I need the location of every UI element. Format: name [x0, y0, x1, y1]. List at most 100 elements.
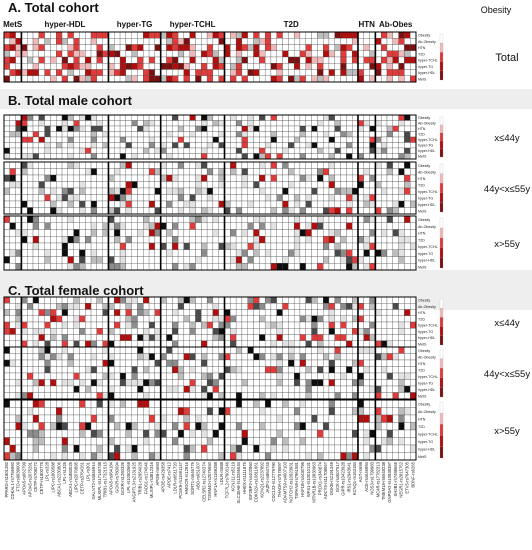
heatmap-cell: [317, 222, 324, 230]
heatmap-cell: [386, 187, 393, 195]
heatmap-cell: [206, 353, 214, 361]
heatmap-cell: [288, 222, 295, 230]
heatmap-cell: [340, 366, 347, 374]
heatmap-cell: [108, 161, 115, 169]
heatmap-cell: [276, 187, 283, 195]
heatmap-cell: [264, 114, 272, 121]
heatmap-cell: [311, 63, 318, 70]
heatmap-cell: [137, 452, 144, 461]
heatmap-cell: [166, 200, 173, 208]
heatmap-cell: [311, 353, 318, 361]
heatmap-cell: [253, 366, 260, 374]
heatmap-cell: [119, 422, 127, 431]
heatmap-cell: [264, 309, 272, 316]
heatmap-cell: [241, 309, 248, 316]
heatmap-cell: [369, 56, 376, 64]
heatmap-cell: [276, 207, 283, 215]
heatmap-panel-female_gt55: ObesityAb-ObesityHTNT2Dhyper-TCHLhyper-T…: [3, 399, 520, 461]
heatmap-cell: [119, 142, 127, 149]
heatmap-cell: [305, 56, 312, 64]
heatmap-cell: [369, 372, 376, 380]
heatmap-cell: [108, 422, 115, 431]
heatmap-cell: [183, 353, 190, 361]
heatmap-cell: [259, 379, 266, 387]
heatmap-cell: [119, 161, 127, 169]
heatmap-cell: [73, 75, 80, 83]
heatmap-cell: [398, 372, 405, 380]
heatmap-cell: [201, 207, 208, 215]
heatmap-cell: [375, 56, 382, 64]
heatmap-cell: [352, 236, 359, 244]
heatmap-cell: [363, 379, 370, 387]
heatmap-cell: [293, 407, 301, 416]
heatmap-cell: [3, 229, 10, 237]
heatmap-cell: [253, 142, 260, 149]
heatmap-cell: [328, 407, 335, 416]
heatmap-cell: [311, 125, 318, 132]
heatmap-cell: [259, 207, 266, 215]
heatmap-cell: [404, 315, 411, 323]
heatmap-cell: [15, 303, 22, 310]
heatmap-cell: [143, 315, 150, 323]
heatmap-cell: [212, 153, 219, 160]
heatmap-cell: [282, 309, 289, 316]
row-label: Obesity: [418, 34, 430, 38]
heatmap-cell: [253, 414, 260, 423]
heatmap-cell: [177, 414, 185, 423]
heatmap-cell: [363, 315, 370, 323]
heatmap-cell: [183, 153, 190, 160]
heatmap-cell: [177, 136, 185, 143]
heatmap-cell: [317, 69, 324, 76]
heatmap-cell: [212, 303, 219, 310]
heatmap-cell: [247, 414, 254, 423]
heatmap-cell: [56, 359, 63, 367]
heatmap-cell: [50, 236, 57, 244]
heatmap-cell: [317, 153, 324, 160]
heatmap-cell: [56, 353, 63, 361]
heatmap-cell: [264, 340, 272, 348]
heatmap-cell: [119, 215, 127, 223]
heatmap-cell: [166, 407, 173, 416]
heatmap-cell: [299, 236, 306, 244]
heatmap-cell: [189, 340, 196, 348]
heatmap-cell: [183, 249, 190, 257]
heatmap-cell: [311, 366, 318, 374]
heatmap-cell: [32, 215, 39, 223]
heatmap-cell: [195, 263, 202, 271]
heatmap-cell: [346, 422, 353, 431]
heatmap-cell: [166, 120, 173, 127]
heatmap-cell: [114, 385, 121, 393]
heatmap-cell: [323, 340, 330, 348]
heatmap-cell: [102, 372, 109, 380]
heatmap-cell: [183, 328, 190, 335]
heatmap-cell: [73, 194, 80, 202]
heatmap-cell: [270, 309, 277, 316]
row-label: T2D: [418, 183, 425, 187]
heatmap-cell: [264, 303, 272, 310]
heatmap-cell: [357, 222, 364, 230]
heatmap-cell: [206, 256, 214, 264]
heatmap-cell: [369, 296, 376, 304]
heatmap-cell: [230, 392, 237, 400]
heatmap-cell: [195, 181, 202, 189]
heatmap-cell: [195, 309, 202, 316]
heatmap-cell: [241, 69, 248, 76]
heatmap-cell: [90, 161, 97, 169]
heatmap-cell: [56, 44, 63, 51]
heatmap-cell: [195, 120, 202, 127]
heatmap-cell: [160, 229, 167, 237]
heatmap-cell: [288, 56, 295, 64]
heatmap-cell: [247, 242, 254, 250]
heatmap-cell: [3, 296, 10, 304]
heatmap-cell: [293, 256, 301, 264]
heatmap-cell: [282, 242, 289, 250]
heatmap-cell: [253, 136, 260, 143]
heatmap-cell: [375, 229, 382, 237]
snp-label: ADCY5-rs11708067: [323, 461, 328, 499]
heatmap-cell: [247, 353, 254, 361]
heatmap-cell: [323, 321, 330, 329]
heatmap-cell: [323, 229, 330, 237]
heatmap-cell: [32, 444, 39, 453]
heatmap-cell: [212, 229, 219, 237]
heatmap-cell: [154, 437, 161, 446]
